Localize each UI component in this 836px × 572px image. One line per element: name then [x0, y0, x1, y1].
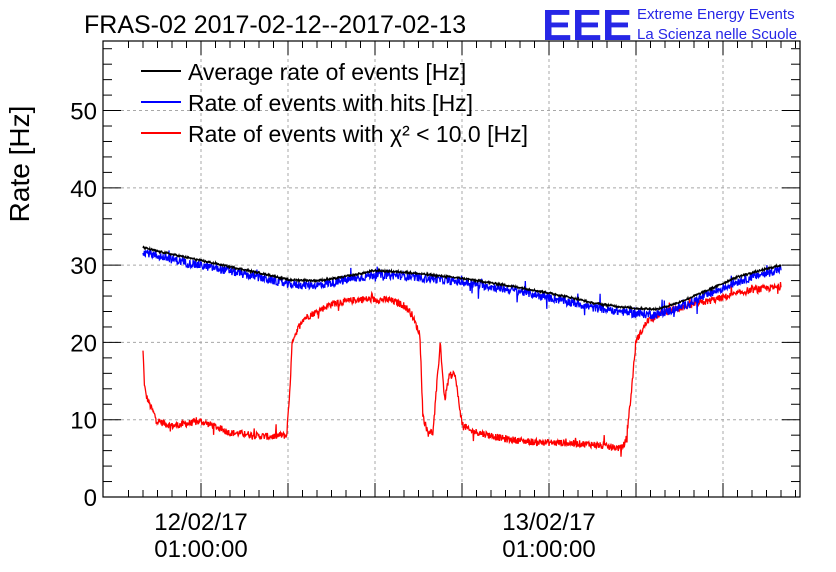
y-tick-label: 50 [70, 99, 97, 126]
x-tick-date-label: 12/02/17 [154, 509, 247, 536]
logo-line1: Extreme Energy Events [637, 6, 795, 23]
axis-ticks: 0102030405012/02/1701:00:0013/02/1701:00… [70, 41, 800, 563]
series-average-trend [142, 246, 782, 310]
series-chi2-line [142, 281, 782, 457]
legend-label-average: Average rate of events [Hz] [188, 59, 466, 85]
chart-title: FRAS-02 2017-02-12--2017-02-13 [84, 11, 466, 39]
x-tick-time-label: 01:00:00 [154, 536, 247, 563]
legend-label-chi2: Rate of events with χ² < 10.0 [Hz] [188, 121, 528, 147]
eee-logo: EEE Extreme Energy Events La Scienza nel… [542, 1, 797, 50]
y-tick-label: 0 [84, 485, 97, 512]
y-axis-label: Rate [Hz] [4, 106, 35, 223]
logo-mark: EEE [542, 1, 632, 50]
x-tick-date-label: 13/02/17 [502, 509, 595, 536]
series-hits-line [142, 249, 782, 321]
y-tick-label: 10 [70, 408, 97, 435]
y-tick-label: 40 [70, 176, 97, 203]
plot-frame [102, 40, 801, 498]
y-tick-label: 30 [70, 253, 97, 280]
y-tick-label: 20 [70, 330, 97, 357]
logo-line2: La Scienza nelle Scuole [637, 26, 797, 43]
legend: Average rate of events [Hz] Rate of even… [141, 59, 528, 147]
series-layer [142, 245, 782, 457]
legend-label-hits: Rate of events with hits [Hz] [188, 90, 473, 116]
x-tick-time-label: 01:00:00 [502, 536, 595, 563]
